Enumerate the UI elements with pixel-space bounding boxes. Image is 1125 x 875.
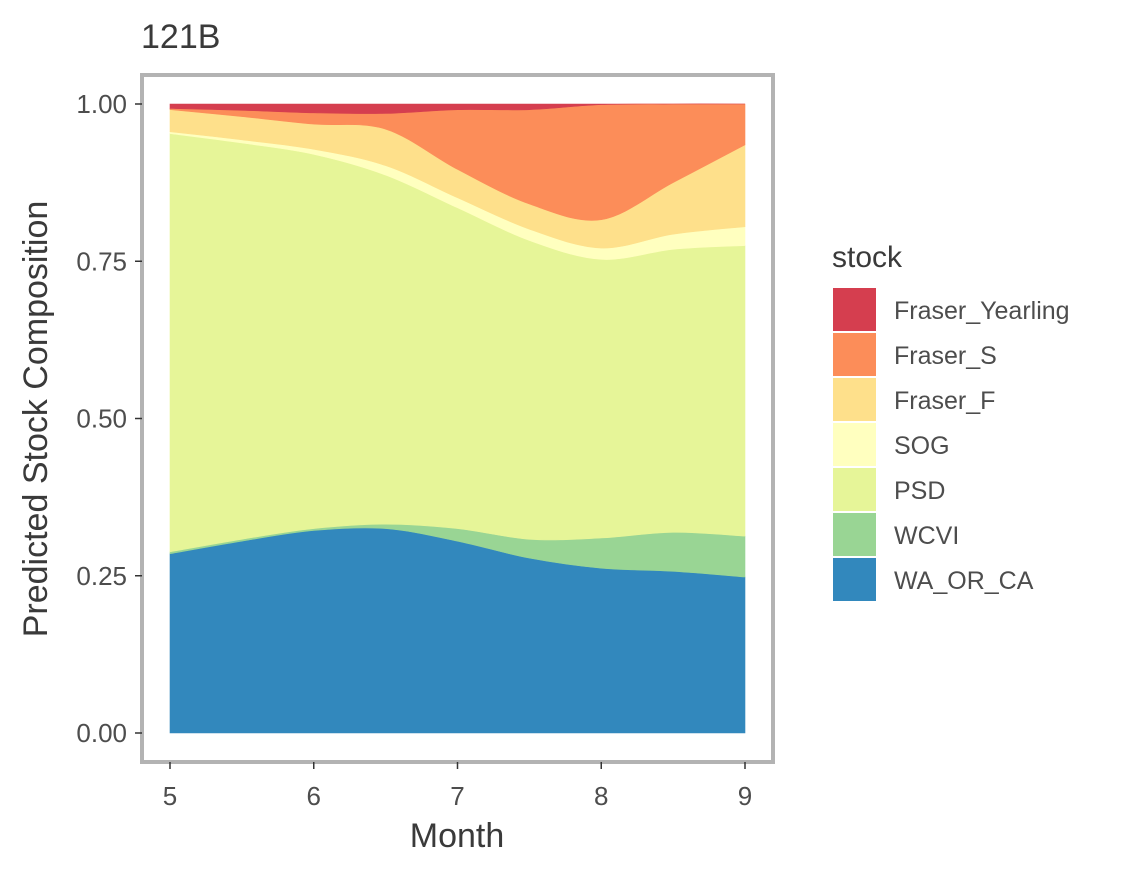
x-tick-label: 8: [594, 781, 608, 811]
legend-key-fraser-yearling: [833, 288, 876, 331]
y-tick-label: 0.75: [76, 246, 127, 276]
plot-area-group: [169, 103, 746, 734]
legend: Fraser_Yearling Fraser_S Fraser_F SOG PSD WCV…: [833, 288, 1070, 601]
y-tick-label: 1.00: [76, 89, 127, 119]
x-tick-label: 7: [450, 781, 464, 811]
y-tick-label: 0.50: [76, 404, 127, 434]
legend-title: stock: [832, 241, 903, 274]
x-tick-label: 5: [163, 781, 177, 811]
legend-label: Fraser_S: [894, 342, 997, 370]
y-axis: 0.00 0.25 0.50 0.75 1.00: [76, 89, 142, 748]
legend-key-wa-or-ca: [833, 558, 876, 601]
y-axis-title: Predicted Stock Composition: [17, 201, 55, 638]
legend-label: WCVI: [894, 522, 959, 550]
legend-label: Fraser_Yearling: [894, 297, 1070, 325]
x-axis: 5 6 7 8 9: [163, 762, 752, 811]
legend-key-wcvi: [833, 513, 876, 556]
legend-label: PSD: [894, 477, 945, 505]
y-tick-label: 0.25: [76, 561, 127, 591]
legend-key-fraser-f: [833, 378, 876, 421]
x-tick-label: 6: [307, 781, 321, 811]
legend-label: SOG: [894, 432, 950, 460]
chart-title: 121B: [141, 18, 220, 56]
y-tick-label: 0.00: [76, 718, 127, 748]
legend-key-psd: [833, 468, 876, 511]
legend-label: Fraser_F: [894, 387, 995, 415]
legend-label: WA_OR_CA: [894, 567, 1034, 595]
x-axis-title: Month: [410, 817, 505, 855]
legend-key-sog: [833, 423, 876, 466]
area-fraser-yearling: [169, 103, 746, 114]
x-tick-label: 9: [738, 781, 752, 811]
legend-key-fraser-s: [833, 333, 876, 376]
